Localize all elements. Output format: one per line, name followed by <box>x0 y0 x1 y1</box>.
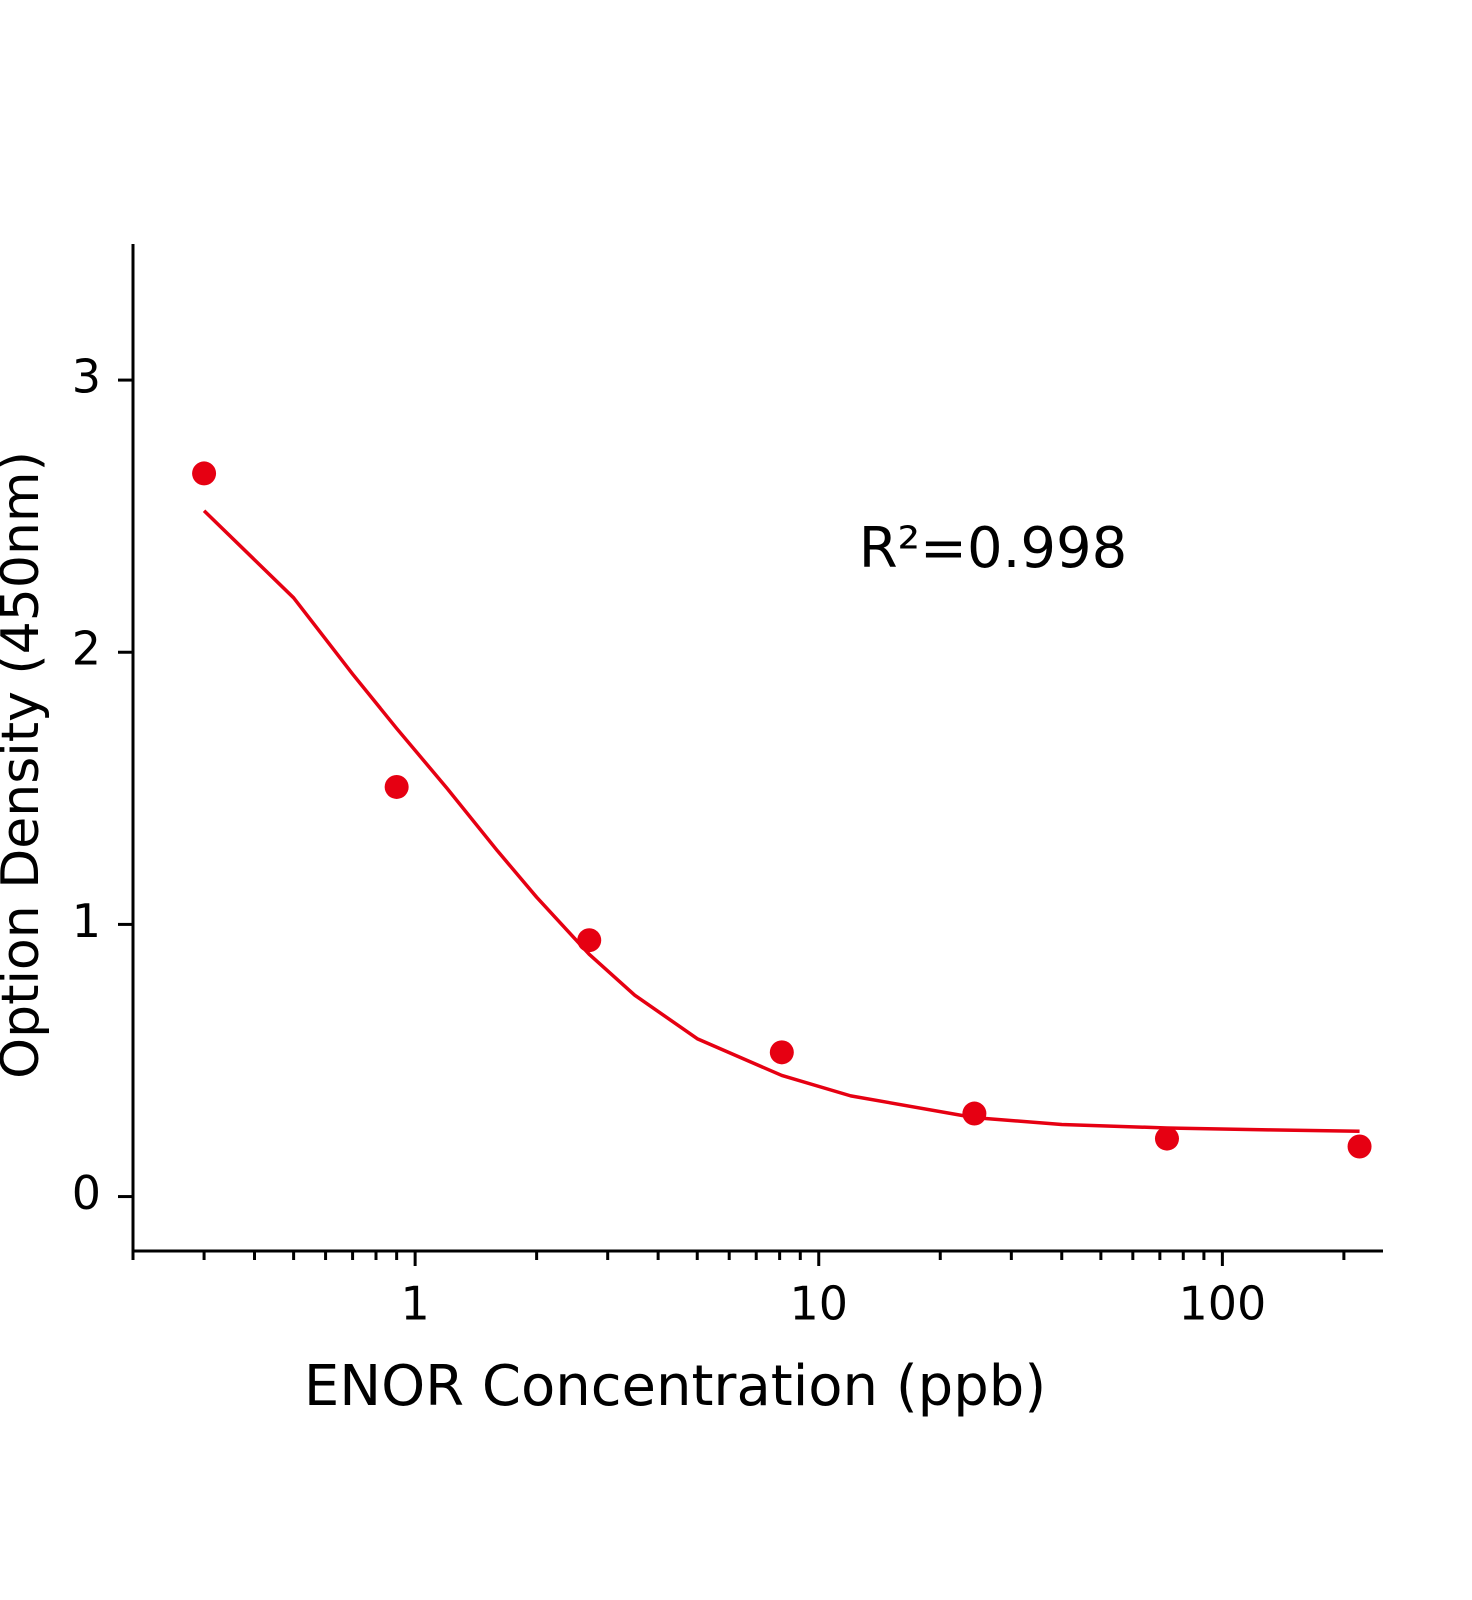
data-point <box>577 928 602 953</box>
data-point <box>1154 1126 1179 1151</box>
fit-line <box>202 509 1360 1133</box>
data-point <box>1347 1134 1372 1159</box>
annotation: R²=0.998 <box>859 516 1128 581</box>
x-tick-label: 100 <box>1178 1277 1266 1331</box>
x-tick-label: 1 <box>400 1277 429 1331</box>
data-point <box>769 1040 794 1065</box>
y-tick-label: 2 <box>72 622 101 676</box>
y-tick-label: 0 <box>72 1166 101 1220</box>
y-axis-label: Option Density (450nm) <box>0 451 51 1079</box>
y-tick-label: 1 <box>72 894 101 948</box>
x-axis-label: ENOR Concentration (ppb) <box>304 1354 1046 1419</box>
x-tick-label: 10 <box>789 1277 848 1331</box>
data-point <box>962 1101 987 1126</box>
data-point <box>384 774 409 799</box>
y-tick-label: 3 <box>72 350 101 404</box>
data-point <box>192 461 217 486</box>
